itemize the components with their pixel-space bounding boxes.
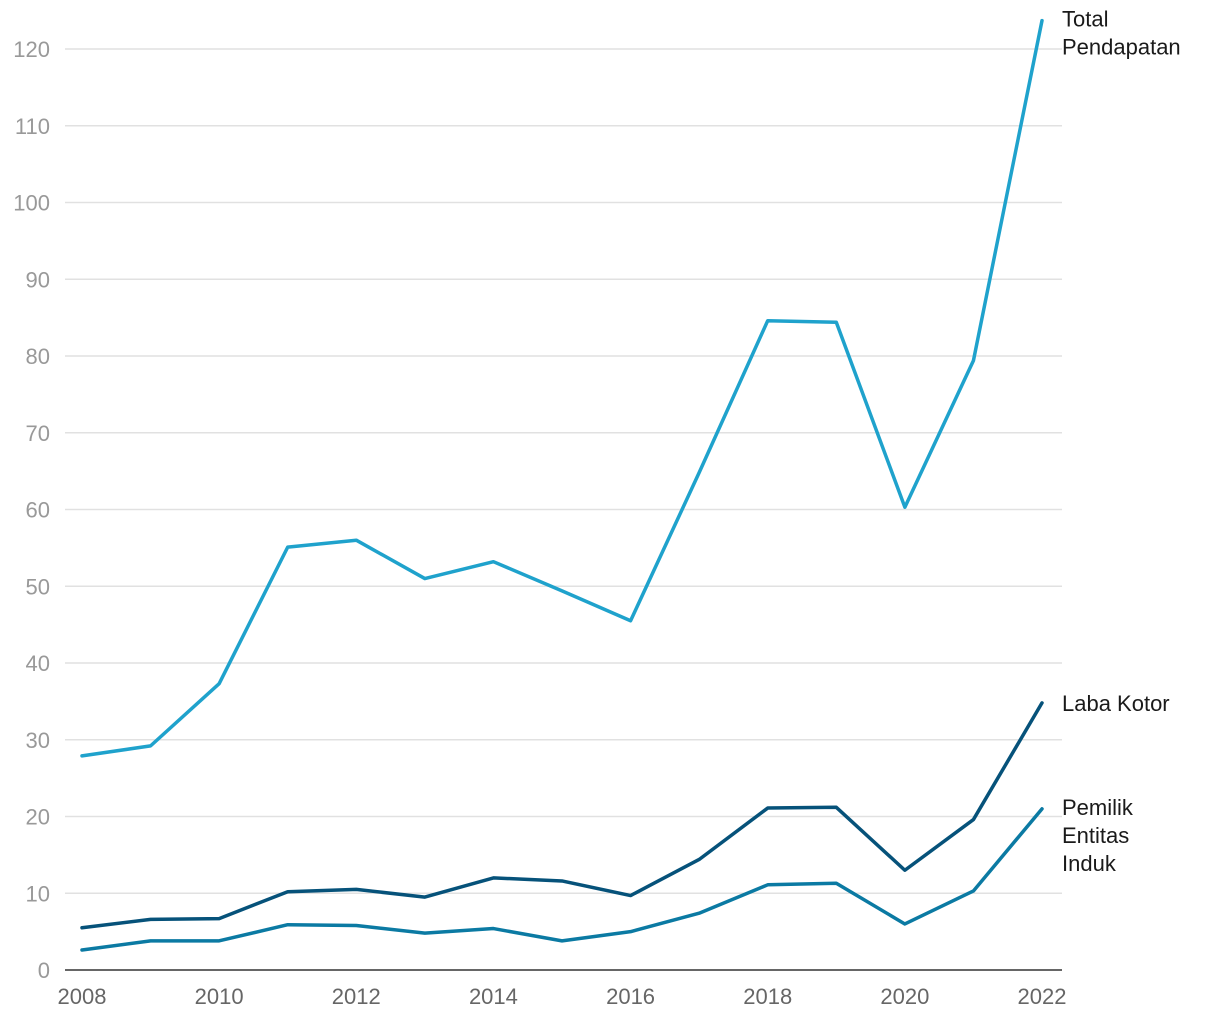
y-tick-label: 100 (13, 191, 50, 216)
y-tick-label: 90 (26, 267, 50, 292)
series-label-laba-kotor: Laba Kotor (1062, 691, 1170, 716)
series-label-line: Entitas (1062, 823, 1129, 848)
y-tick-label: 0 (38, 958, 50, 983)
y-tick-label: 80 (26, 344, 50, 369)
x-axis-tick-labels: 2008 2010 2012 2014 2016 2018 2020 2022 (58, 984, 1067, 1009)
x-tick-label: 2014 (469, 984, 518, 1009)
y-tick-label: 120 (13, 37, 50, 62)
y-tick-label: 60 (26, 498, 50, 523)
series-label-line: Pendapatan (1062, 35, 1181, 60)
series-label-line: Pemilik (1062, 795, 1134, 820)
series-line-laba-kotor (80, 701, 1044, 930)
gridlines (65, 48, 1062, 894)
series-lines (80, 18, 1044, 952)
x-tick-label: 2020 (880, 984, 929, 1009)
x-tick-label: 2008 (58, 984, 107, 1009)
y-tick-label: 30 (26, 728, 50, 753)
y-tick-label: 110 (15, 114, 50, 139)
x-tick-label: 2010 (195, 984, 244, 1009)
y-tick-label: 20 (26, 805, 50, 830)
series-label-line: Induk (1062, 851, 1117, 876)
series-label-pemilik-entitas-induk: Pemilik Entitas Induk (1062, 795, 1134, 876)
series-labels: Total Pendapatan Laba Kotor Pemilik Entitas I… (1062, 7, 1181, 876)
series-label-line: Total (1062, 7, 1108, 32)
series-line-pemilik-entitas-induk (80, 807, 1044, 952)
y-axis-tick-labels: 0 10 20 30 40 50 60 70 80 90 100 110 120 (13, 37, 50, 983)
y-tick-label: 40 (26, 651, 50, 676)
y-tick-label: 50 (26, 574, 50, 599)
x-tick-label: 2012 (332, 984, 381, 1009)
x-tick-label: 2022 (1018, 984, 1067, 1009)
series-label-total-pendapatan: Total Pendapatan (1062, 7, 1181, 60)
series-line-total-pendapatan (80, 18, 1044, 758)
y-tick-label: 10 (26, 881, 50, 906)
x-tick-label: 2018 (743, 984, 792, 1009)
y-tick-label: 70 (26, 421, 50, 446)
series-label-line: Laba Kotor (1062, 691, 1170, 716)
x-tick-label: 2016 (606, 984, 655, 1009)
